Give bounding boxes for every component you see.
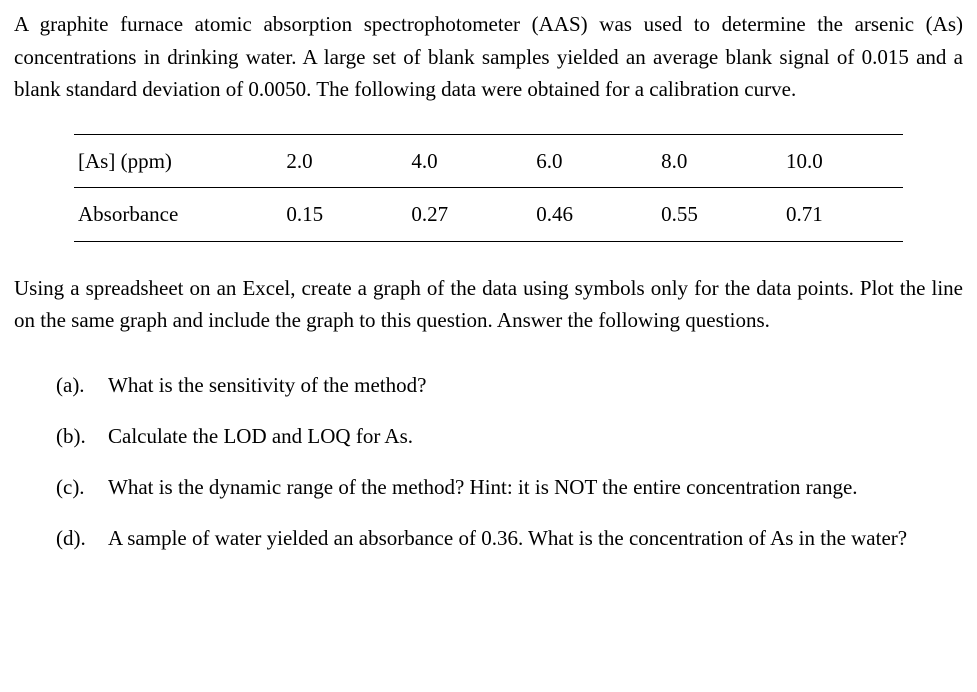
cell: 2.0	[278, 134, 403, 188]
question-text: What is the dynamic range of the method?…	[108, 467, 955, 508]
cell: 10.0	[778, 134, 903, 188]
question-marker: (a).	[56, 365, 108, 406]
data-table: [As] (ppm) 2.0 4.0 6.0 8.0 10.0 Absorban…	[74, 134, 903, 242]
row-label-absorbance: Absorbance	[74, 188, 278, 242]
question-marker: (b).	[56, 416, 108, 457]
question-text: What is the sensitivity of the method?	[108, 365, 955, 406]
cell: 8.0	[653, 134, 778, 188]
question-d: (d). A sample of water yielded an absorb…	[56, 518, 955, 559]
cell: 0.55	[653, 188, 778, 242]
question-c: (c). What is the dynamic range of the me…	[56, 467, 955, 508]
intro-paragraph: A graphite furnace atomic absorption spe…	[14, 8, 963, 106]
question-text: A sample of water yielded an absorbance …	[108, 518, 955, 559]
cell: 0.71	[778, 188, 903, 242]
row-label-as: [As] (ppm)	[74, 134, 278, 188]
question-text: Calculate the LOD and LOQ for As.	[108, 416, 955, 457]
instructions-paragraph: Using a spreadsheet on an Excel, create …	[14, 272, 963, 337]
question-marker: (d).	[56, 518, 108, 559]
questions-list: (a). What is the sensitivity of the meth…	[14, 365, 963, 559]
table-row: [As] (ppm) 2.0 4.0 6.0 8.0 10.0	[74, 134, 903, 188]
table-row: Absorbance 0.15 0.27 0.46 0.55 0.71	[74, 188, 903, 242]
cell: 0.46	[528, 188, 653, 242]
cell: 0.15	[278, 188, 403, 242]
cell: 4.0	[403, 134, 528, 188]
cell: 0.27	[403, 188, 528, 242]
question-a: (a). What is the sensitivity of the meth…	[56, 365, 955, 406]
question-marker: (c).	[56, 467, 108, 508]
cell: 6.0	[528, 134, 653, 188]
question-b: (b). Calculate the LOD and LOQ for As.	[56, 416, 955, 457]
